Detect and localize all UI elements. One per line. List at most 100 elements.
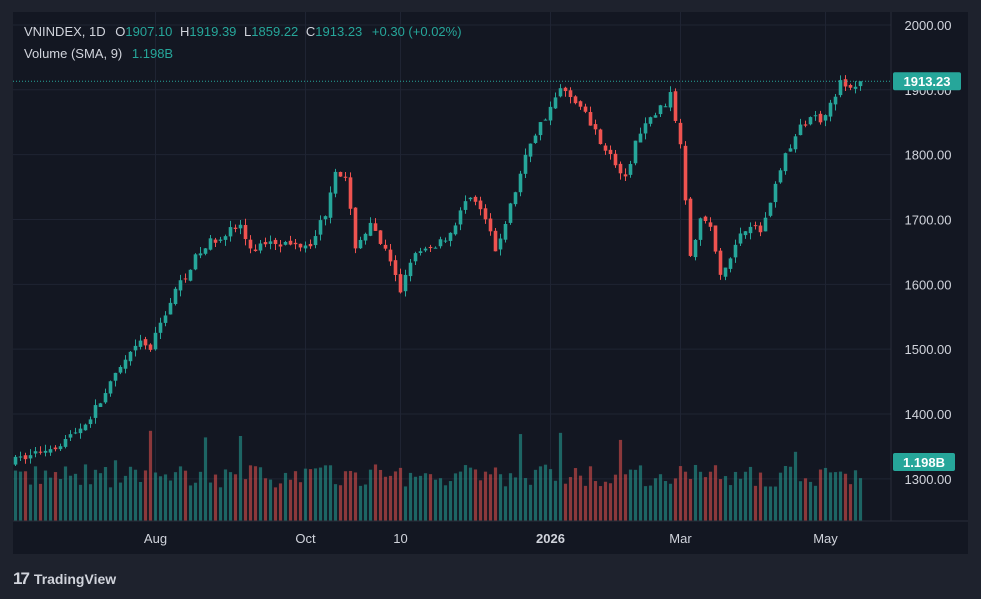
price-badge-label: 1913.23 [904,74,951,89]
candle-body [758,225,763,233]
candle-body [388,249,393,262]
candle-body [178,280,183,291]
y-tick-label: 1300.00 [905,472,952,487]
candle-body [88,419,93,425]
volume-bar [833,472,838,521]
candle-body [543,119,548,121]
candle-body [803,124,808,126]
candle-body [373,223,378,231]
volume-bar [218,487,223,521]
candle-body [723,267,728,277]
candle-body [303,245,308,249]
volume-bar [263,478,268,521]
volume-bar [658,474,663,521]
candle-body [378,230,383,244]
candle-body [13,456,18,465]
candle-body [253,249,258,252]
volume-bar [93,469,98,521]
candle-body [468,197,473,200]
legend-symbol[interactable]: VNINDEX [24,24,82,39]
candle-body [103,393,108,403]
candle-body [308,243,313,247]
volume-bar [198,471,203,521]
chart-frame[interactable]: 2000.00 1900.00 1800.00 1700.00 1600.00 1500.… [13,12,968,554]
volume-bar [473,469,478,521]
candle-body [578,101,583,107]
candle-body [78,428,83,434]
volume-bar [578,475,583,521]
volume-bar [158,476,163,521]
candle-body [133,345,138,351]
candle-body [28,455,33,459]
x-tick-label: 10 [393,531,407,546]
candle-body [173,288,178,305]
y-axis[interactable]: 2000.001900.001800.001700.001600.001500.… [905,18,952,487]
volume-bar [688,478,693,521]
candle-body [343,176,348,178]
candle-body [393,260,398,276]
volume-bar [233,474,238,521]
candle-body [708,222,713,227]
candle-body [798,124,803,136]
candle-body [703,216,708,221]
volume-legend-label[interactable]: Volume (SMA, 9) [24,46,123,61]
candle-body [613,153,618,166]
candle-body [363,233,368,241]
candle-body [233,227,238,229]
volume-bar [28,484,33,521]
candle-body [313,236,318,246]
candle-body [808,117,813,125]
volume-bar [458,471,463,521]
volume-bar [718,479,723,521]
candle-body [138,340,143,347]
candle-body [423,248,428,251]
tradingview-brand-label: TradingView [33,571,117,587]
volume-bar [588,466,593,521]
tradingview-branding[interactable]: 17 TradingView [13,569,116,589]
volume-bar [403,486,408,521]
candle-body [198,253,203,256]
volume-bar [783,466,788,521]
x-axis[interactable]: Aug Oct 10 2026 Mar May [144,531,838,546]
volume-bar [38,483,43,521]
candle-body [843,79,848,87]
volume-bar [713,465,718,521]
volume-bar [148,430,153,521]
candle-body [678,122,683,145]
legend-low-label: L [244,24,252,39]
volume-bar [678,466,683,521]
volume-bar [453,473,458,521]
volume-bar [88,484,93,521]
volume-bar [468,467,473,521]
volume-bar [63,466,68,521]
legend-close: 1913.23 [315,24,363,39]
volume-bar [648,485,653,521]
volume-bar [563,483,568,521]
volume-bar [428,474,433,521]
candle-body [258,243,263,251]
legend-interval[interactable]: 1D [89,24,106,39]
candle-body [773,183,778,203]
volume-bar [583,485,588,521]
candle-body [403,274,408,292]
volume-bar [373,464,378,521]
candle-body [833,96,838,105]
volume-bar [363,484,368,521]
volume-bar [653,478,658,521]
candle-body [728,258,733,269]
candle-body [573,96,578,104]
candle-body [523,154,528,174]
candle-body [443,240,448,242]
candle-body [203,248,208,254]
candle-body [298,243,303,248]
candle-body [368,222,373,236]
candle-body [698,218,703,240]
volume-bar [778,472,783,521]
candle-body [68,434,73,438]
candlestick-chart[interactable]: 2000.001900.001800.001700.001600.001500.… [13,12,968,554]
volume-bar [413,476,418,521]
volume-bar [53,472,58,521]
candle-body [518,173,523,193]
volume-bar [118,482,123,521]
volume-bar [238,436,243,521]
